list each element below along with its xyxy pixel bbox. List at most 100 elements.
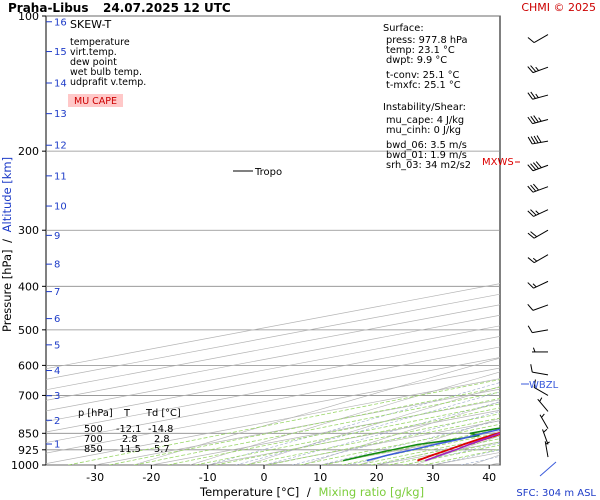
pressure-label-300: 300	[18, 224, 39, 237]
table-header-p: p [hPa]	[78, 408, 113, 419]
altitude-label-9: 9	[54, 231, 60, 242]
isotherm--60	[46, 357, 500, 443]
instability-bwd-01: bwd_01: 1.9 m/s	[386, 150, 467, 161]
wind-barb-feather	[530, 136, 536, 144]
mixing-ratio-line-6	[299, 423, 500, 465]
wind-barb-270	[527, 209, 549, 217]
wind-barb-staff	[533, 209, 549, 217]
x-axis-title-sep: /	[307, 485, 311, 499]
wind-barb-half-feather	[543, 428, 548, 433]
wind-barb-staff	[533, 34, 549, 44]
dry-adiabat-320	[528, 16, 600, 465]
wind-barb-staff	[532, 304, 549, 311]
wind-barb-feather	[527, 325, 533, 333]
y-axis-title-pressure: Pressure [hPa]	[0, 250, 14, 333]
dry-adiabat-260	[189, 371, 500, 465]
x-tick-label-20: 20	[370, 471, 384, 484]
wind-barb-feather	[536, 135, 542, 143]
table-row-850-t: 11.5	[119, 444, 141, 455]
wind-barb-half-feather	[532, 257, 538, 262]
legend-wet-bulb: wet bulb temp.	[70, 67, 142, 78]
x-tick-label--20: -20	[142, 471, 160, 484]
instability-bwd-06: bwd_06: 3.5 m/s	[386, 140, 467, 151]
wind-barb-feather	[535, 161, 542, 168]
wind-barb-half-feather	[532, 283, 537, 288]
altitude-label-16: 16	[54, 17, 67, 28]
wind-barb-feather	[527, 92, 533, 100]
wind-barb-240	[527, 183, 549, 193]
wind-barb-960	[544, 441, 550, 458]
wind-barb-feather	[530, 231, 538, 238]
mixing-ratio-line-4	[267, 417, 500, 465]
wind-barb-half-feather	[532, 347, 536, 353]
credit: CHMI © 2025	[521, 1, 596, 14]
surface-temp: temp: 23.1 °C	[386, 45, 455, 56]
wind-barb-215	[527, 161, 549, 172]
legend-title: SKEW-T	[70, 18, 112, 31]
instability-srh-03: srh_03: 34 m2/s2	[386, 160, 471, 171]
wind-barb-560	[532, 347, 548, 353]
wind-barb-630	[530, 364, 549, 376]
wind-barb-190	[527, 135, 549, 145]
wind-barb-feather	[530, 364, 533, 373]
altitude-label-5: 5	[54, 340, 60, 351]
pressure-label-200: 200	[18, 145, 39, 158]
series-wet-bulb-temp-	[366, 428, 500, 462]
wind-barb-300	[527, 229, 549, 239]
wind-barb-feather	[533, 183, 539, 191]
wind-barb-half-feather	[545, 441, 550, 445]
legend-virt-temp: virt.temp.	[70, 47, 117, 58]
pressure-label-1000: 1000	[11, 459, 39, 472]
x-axis-title: Temperature [°C] / Mixing ratio [g/kg]	[199, 485, 424, 499]
mixing-ratio-line-17	[388, 441, 500, 465]
wind-barb-500	[527, 325, 549, 334]
isotherm-lines	[46, 283, 500, 465]
isotherm--90	[46, 325, 500, 412]
y-axis-title-alt: Altitude [km]	[0, 157, 14, 232]
wind-barb-760	[537, 397, 549, 412]
dry-adiabat-310	[471, 454, 500, 465]
wind-barb-feather	[533, 115, 539, 123]
sfc-label: SFC: 304 m ASL	[516, 488, 596, 499]
moist-adiabat-25	[404, 442, 500, 465]
table-row-500-t: -12.1	[116, 424, 141, 435]
pressure-label-850: 850	[18, 427, 39, 440]
y-axis-title-sep: /	[0, 239, 14, 243]
isotherm-40	[489, 462, 500, 465]
pressure-label-600: 600	[18, 359, 39, 372]
wind-barb-feather	[533, 162, 539, 170]
wind-barb-feather	[527, 136, 533, 145]
table-row-850-td: 5.7	[154, 444, 170, 455]
y-axis-title: Pressure [hPa] / Altitude [km]	[0, 157, 14, 332]
dry-adiabats	[133, 16, 600, 465]
altitude-label-6: 6	[54, 314, 60, 325]
isotherm--80	[46, 336, 500, 422]
pressure-label-100: 100	[18, 10, 39, 23]
wind-barb-feather	[530, 209, 537, 216]
altitude-label-8: 8	[54, 260, 60, 271]
wind-barb-feather	[527, 232, 535, 239]
table-row-700-t: 2.8	[122, 434, 138, 445]
surface-press: press: 977.8 hPa	[386, 35, 468, 46]
wind-barb-staff	[533, 254, 549, 264]
dry-adiabat-280	[302, 401, 500, 465]
altitude-label-15: 15	[54, 47, 67, 58]
altitude-label-14: 14	[54, 78, 67, 89]
wind-barb-half-feather	[538, 117, 542, 122]
table-header-td: Td [°C]	[145, 408, 181, 419]
dry-adiabat-250	[133, 357, 500, 465]
table-row-500-td: -14.8	[148, 424, 173, 435]
wind-barb-staff	[539, 414, 549, 429]
table-header-t: T	[123, 408, 131, 419]
wind-barb-feather	[527, 303, 534, 311]
isotherm--40	[46, 378, 500, 465]
pressure-label-400: 400	[18, 280, 39, 293]
isotherm--30	[95, 388, 500, 465]
wind-barb-half-feather	[541, 413, 545, 418]
wind-barb-830	[539, 413, 549, 429]
surface-tmxfc: t-mxfc: 25.1 °C	[386, 80, 461, 91]
wind-barb-half-feather	[539, 397, 543, 402]
x-axis-ticks: -30 -20 -10 0 10 20 30 40	[86, 465, 496, 484]
wind-barb-half-feather	[535, 66, 539, 71]
series-dew-point	[342, 427, 500, 462]
